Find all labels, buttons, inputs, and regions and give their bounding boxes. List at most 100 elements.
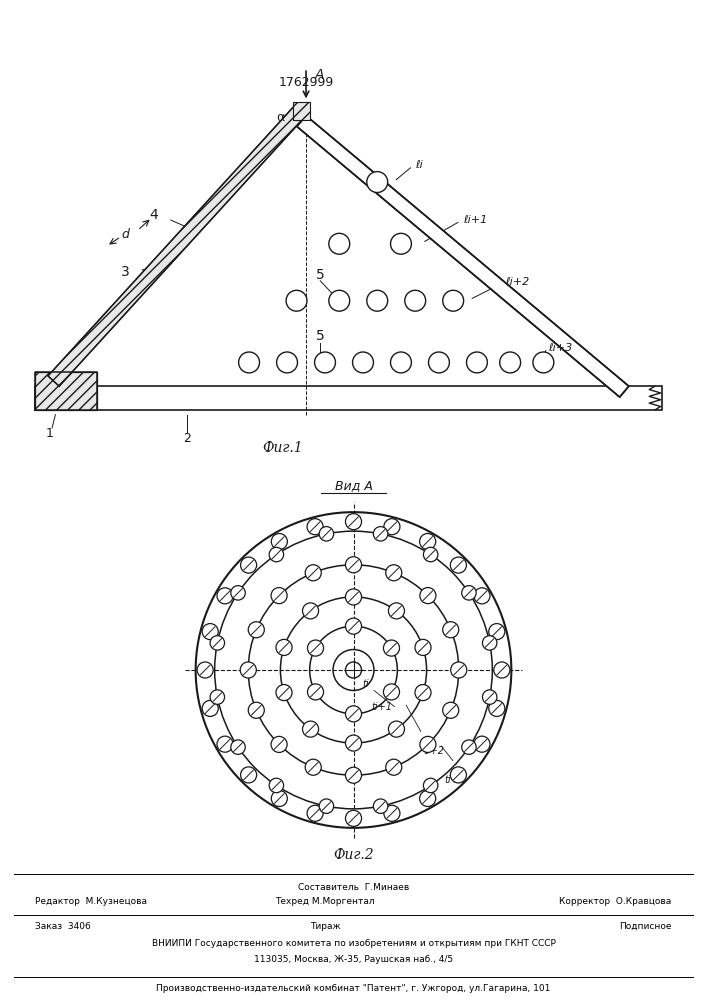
Circle shape [217, 736, 233, 752]
Circle shape [390, 233, 411, 254]
Circle shape [383, 684, 399, 700]
Text: ℓi+3: ℓi+3 [548, 343, 573, 353]
Circle shape [346, 618, 361, 634]
Circle shape [428, 352, 450, 373]
Circle shape [346, 662, 361, 678]
Circle shape [462, 586, 477, 600]
Text: 4: 4 [150, 208, 158, 222]
Circle shape [271, 736, 287, 752]
Circle shape [248, 622, 264, 638]
Circle shape [443, 622, 459, 638]
Circle shape [533, 352, 554, 373]
Circle shape [346, 557, 361, 573]
Circle shape [405, 290, 426, 311]
Circle shape [210, 636, 225, 650]
Circle shape [384, 805, 400, 821]
Circle shape [373, 527, 388, 541]
Circle shape [329, 233, 350, 254]
Polygon shape [35, 372, 97, 410]
Text: Вид A: Вид A [334, 479, 373, 492]
Circle shape [197, 662, 214, 678]
Text: 3: 3 [122, 265, 130, 279]
Circle shape [474, 588, 490, 604]
Circle shape [308, 640, 324, 656]
Circle shape [240, 767, 257, 783]
Circle shape [423, 778, 438, 793]
Text: 1762999: 1762999 [279, 76, 334, 89]
Circle shape [450, 557, 467, 573]
Circle shape [319, 799, 334, 813]
Circle shape [415, 639, 431, 655]
Circle shape [489, 700, 505, 716]
Text: ℓi+2: ℓi+2 [506, 277, 530, 287]
Polygon shape [48, 105, 306, 386]
Text: ti+1: ti+1 [371, 702, 392, 712]
Text: A: A [315, 68, 324, 82]
Circle shape [315, 352, 335, 373]
Text: 5: 5 [316, 329, 325, 343]
Circle shape [230, 586, 245, 600]
Text: ti: ti [362, 679, 369, 689]
Text: d: d [122, 228, 129, 241]
Circle shape [307, 519, 323, 535]
Circle shape [271, 533, 287, 550]
Circle shape [303, 603, 319, 619]
Circle shape [346, 767, 361, 783]
Circle shape [474, 736, 490, 752]
Circle shape [346, 735, 361, 751]
Text: 113035, Москва, Ж-35, Раушская наб., 4/5: 113035, Москва, Ж-35, Раушская наб., 4/5 [254, 955, 453, 964]
Circle shape [230, 740, 245, 754]
Circle shape [240, 662, 257, 678]
Circle shape [346, 514, 361, 530]
Circle shape [276, 352, 298, 373]
Circle shape [210, 690, 225, 704]
Circle shape [450, 767, 467, 783]
Circle shape [276, 639, 292, 655]
Circle shape [269, 547, 284, 562]
Circle shape [217, 588, 233, 604]
Circle shape [303, 721, 319, 737]
Circle shape [271, 790, 287, 807]
Circle shape [388, 603, 404, 619]
Circle shape [443, 290, 464, 311]
Circle shape [423, 547, 438, 562]
Text: Заказ  3406: Заказ 3406 [35, 922, 91, 931]
Circle shape [346, 706, 361, 722]
Circle shape [307, 805, 323, 821]
Text: Фиг.1: Фиг.1 [262, 441, 303, 455]
Text: Редактор  М.Кузнецова: Редактор М.Кузнецова [35, 897, 147, 906]
Text: 2: 2 [183, 432, 192, 445]
Circle shape [467, 352, 487, 373]
Text: 5: 5 [316, 268, 325, 282]
Circle shape [386, 565, 402, 581]
Circle shape [239, 352, 259, 373]
Circle shape [450, 662, 467, 678]
Circle shape [415, 685, 431, 701]
Circle shape [346, 810, 361, 826]
Polygon shape [35, 386, 662, 410]
Circle shape [269, 778, 284, 793]
Text: Производственно-издательский комбинат "Патент", г. Ужгород, ул.Гагарина, 101: Производственно-издательский комбинат "П… [156, 984, 551, 993]
Circle shape [482, 636, 497, 650]
Circle shape [286, 290, 307, 311]
Circle shape [386, 759, 402, 775]
Text: ti+3: ti+3 [444, 775, 465, 785]
Circle shape [271, 588, 287, 604]
Circle shape [489, 624, 505, 640]
Circle shape [482, 690, 497, 704]
Circle shape [493, 662, 510, 678]
Circle shape [240, 557, 257, 573]
Circle shape [384, 519, 400, 535]
Text: 1: 1 [46, 427, 54, 440]
Circle shape [353, 352, 373, 373]
Text: α: α [276, 111, 284, 124]
Circle shape [383, 640, 399, 656]
Circle shape [329, 290, 350, 311]
Text: ℓi: ℓi [415, 160, 423, 170]
Circle shape [319, 527, 334, 541]
Text: ВНИИПИ Государственного комитета по изобретениям и открытиям при ГКНТ СССР: ВНИИПИ Государственного комитета по изоб… [151, 939, 556, 948]
Circle shape [443, 702, 459, 718]
Circle shape [346, 589, 361, 605]
Text: ℓi+1: ℓi+1 [462, 215, 487, 225]
Polygon shape [297, 116, 629, 397]
